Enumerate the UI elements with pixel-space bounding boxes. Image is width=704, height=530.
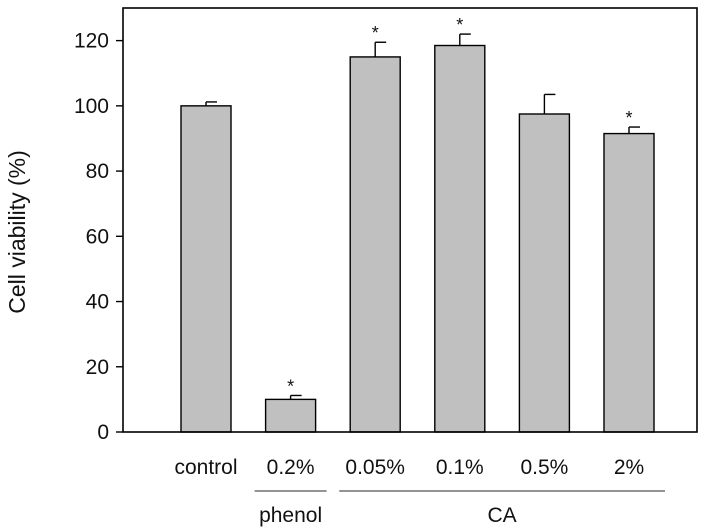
x-tick-label: 0.1% xyxy=(436,456,484,479)
y-tick-label: 60 xyxy=(86,225,109,248)
x-tick-label: 2% xyxy=(614,456,644,479)
plot-frame xyxy=(122,7,698,433)
significance-marker: * xyxy=(625,108,632,128)
y-axis: 0 20 40 60 80 100 120 xyxy=(74,30,123,444)
x-tick-label: 0.05% xyxy=(345,456,405,479)
group-brackets: phenol CA xyxy=(254,490,665,527)
y-tick-label: 0 xyxy=(97,421,109,444)
group-label: phenol xyxy=(259,504,322,527)
group-label: CA xyxy=(488,504,517,527)
significance-marker: * xyxy=(456,15,463,35)
bars-layer: * * * * xyxy=(180,15,655,433)
bar xyxy=(603,132,655,433)
bar xyxy=(349,56,401,433)
significance-marker: * xyxy=(287,376,294,396)
x-tick-label: 0.5% xyxy=(520,456,568,479)
y-axis-title: Cell viability (%) xyxy=(4,150,30,314)
y-tick-label: 120 xyxy=(74,30,109,53)
bar xyxy=(434,44,486,433)
bar xyxy=(180,105,232,433)
x-axis-labels: control 0.2% 0.05% 0.1% 0.5% 2% xyxy=(174,456,644,479)
y-tick-label: 40 xyxy=(86,291,109,314)
x-tick-label: 0.2% xyxy=(267,456,315,479)
bar xyxy=(518,113,571,433)
y-tick-label: 100 xyxy=(74,95,109,118)
x-tick-label: control xyxy=(174,456,237,479)
y-tick-label: 80 xyxy=(86,160,109,183)
y-tick-label: 20 xyxy=(86,356,109,379)
significance-marker: * xyxy=(372,23,379,43)
bar xyxy=(264,398,317,433)
